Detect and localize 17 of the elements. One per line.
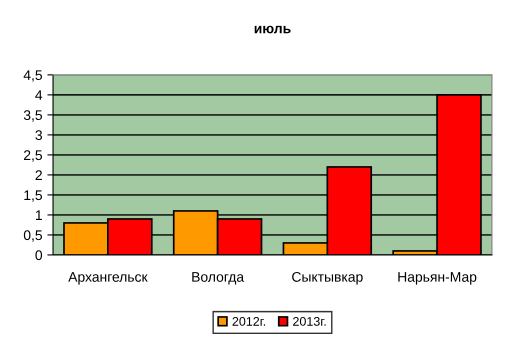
y-tick-label: 3,5 bbox=[24, 110, 42, 122]
chart-title: июль bbox=[254, 26, 291, 34]
y-tick-label: 0,5 bbox=[24, 230, 42, 242]
y-tick-label: 1 bbox=[36, 210, 42, 220]
y-tick-label: 0 bbox=[35, 250, 42, 260]
y-tick-label: 4,5 bbox=[24, 70, 42, 82]
legend-label: 2012г. bbox=[232, 316, 266, 326]
x-tick-label: Нарьян-Мар bbox=[398, 272, 476, 285]
y-tick-label: 4 bbox=[35, 90, 42, 100]
x-tick-label: Сыктывкар bbox=[292, 272, 363, 285]
y-tick-label: 2 bbox=[36, 170, 42, 180]
x-tick-label: Вологда bbox=[192, 272, 244, 284]
legend-label: 2013г. bbox=[293, 316, 326, 326]
y-tick-label: 1,5 bbox=[24, 190, 42, 202]
x-tick-label: Архангельск bbox=[68, 272, 148, 285]
y-tick-label: 2,5 bbox=[24, 150, 42, 162]
y-tick-label: 3 bbox=[35, 130, 42, 140]
